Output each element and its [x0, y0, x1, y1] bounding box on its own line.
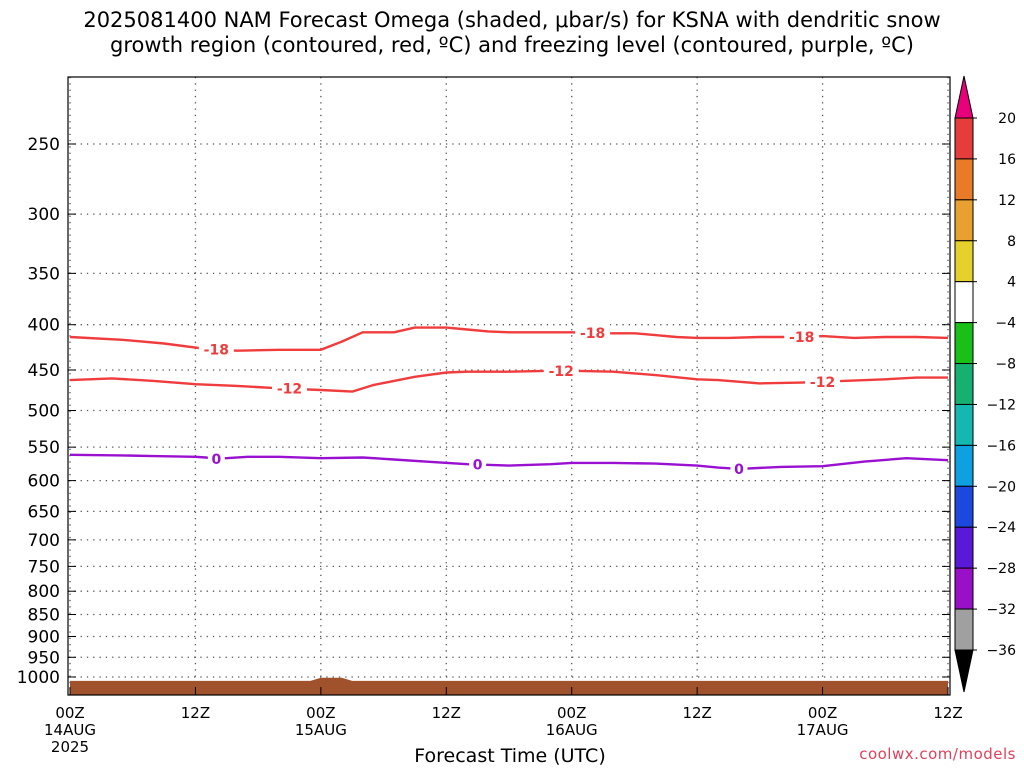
colorbar-swatch: [954, 444, 974, 487]
y-tick-label: 250: [28, 135, 60, 155]
x-tick-label: 00Z: [55, 704, 84, 722]
colorbar-swatch: [954, 526, 974, 569]
x-tick-label: 14AUG: [44, 721, 96, 739]
y-tick-label: 750: [28, 557, 60, 577]
x-tick-label: 12Z: [432, 704, 461, 722]
y-tick-label: 800: [28, 582, 60, 602]
colorbar-top-arrow: [954, 75, 974, 119]
y-tick-label: 1000: [17, 668, 60, 688]
colorbar-swatch: [954, 322, 974, 365]
x-tick-label: 12Z: [181, 704, 210, 722]
colorbar-label: −28: [986, 561, 1016, 577]
colorbar: 20 16 12 8 4 −4 −8 −12 −16 −20 −24 −28 −32 −36: [954, 75, 1016, 693]
x-tick-label: 17AUG: [797, 721, 849, 739]
contour-label-bg: [198, 340, 234, 357]
colorbar-label: −12: [986, 397, 1016, 413]
contour-label-bg: [784, 328, 820, 345]
colorbar-swatch: [954, 485, 974, 528]
y-tick-label: 850: [28, 606, 60, 626]
contour-label: -12: [810, 375, 835, 391]
y-tick-label: 650: [28, 502, 60, 522]
x-tick-label: 2025: [51, 738, 89, 756]
x-axis-title: Forecast Time (UTC): [414, 745, 606, 767]
x-tick-label: 00Z: [557, 704, 586, 722]
colorbar-label: −16: [986, 438, 1016, 454]
colorbar-label: −8: [995, 357, 1016, 373]
contour-label: 0: [211, 452, 221, 468]
contour-label-bg: [805, 372, 841, 389]
contour-line-0: [69, 453, 949, 471]
contour-label-bg: [207, 449, 225, 466]
colorbar-bottom-arrow: [954, 649, 974, 693]
y-tick-label: 350: [28, 264, 60, 284]
plot-frame: [67, 76, 951, 696]
contour-label-bg: [575, 323, 611, 340]
y-tick-label: 500: [28, 402, 60, 422]
colorbar-label: −32: [986, 602, 1016, 618]
x-tick-label: 16AUG: [546, 721, 598, 739]
colorbar-swatch: [954, 240, 974, 283]
contour-label-bg: [543, 361, 579, 378]
y-tick-label: 950: [28, 648, 60, 668]
colorbar-swatch: [954, 363, 974, 405]
contour-label: -12: [277, 382, 302, 398]
terrain-fill: [70, 677, 948, 695]
colorbar-swatch: [954, 158, 974, 201]
contour-label: -12: [549, 364, 574, 380]
colorbar-label: 12: [998, 193, 1016, 209]
x-tick-label: 15AUG: [295, 721, 347, 739]
colorbar-swatch: [954, 281, 974, 324]
y-tick-label: 300: [28, 205, 60, 225]
contour-label-bg: [469, 455, 487, 472]
colorbar-label: −36: [986, 643, 1016, 659]
y-tick-label: 600: [28, 472, 60, 492]
contour-label: -18: [789, 330, 814, 346]
contour-label: -18: [204, 343, 229, 359]
contour-label-bg: [730, 459, 748, 476]
colorbar-label: 16: [998, 152, 1016, 168]
chart-title-line-2: growth region (contoured, red, ºC) and f…: [110, 33, 914, 57]
y-tick-label: 450: [28, 361, 60, 381]
colorbar-swatch: [954, 199, 974, 242]
colorbar-swatch: [954, 567, 974, 610]
x-tick-label: 00Z: [808, 704, 837, 722]
colorbar-label: −20: [986, 479, 1016, 495]
contour-label: 0: [734, 462, 744, 478]
contour-label: -18: [580, 326, 605, 342]
site-credit: coolwx.com/models: [859, 745, 1016, 763]
colorbar-label: −4: [995, 316, 1016, 332]
x-tick-label: 12Z: [933, 704, 962, 722]
y-tick-label: 900: [28, 627, 60, 647]
x-tick-label: 12Z: [682, 704, 711, 722]
y-tick-label: 700: [28, 531, 60, 551]
colorbar-label: 20: [998, 111, 1016, 127]
y-tick-label: 400: [28, 316, 60, 336]
colorbar-swatch: [954, 117, 974, 160]
grid-lines: [68, 77, 950, 695]
series-lines: -18 -18 -18 -12 -12 -12 0 0 0: [69, 323, 949, 478]
x-tick-label: 00Z: [306, 704, 335, 722]
contour-label-bg: [272, 379, 307, 396]
colorbar-swatch: [954, 608, 974, 651]
contour-label: 0: [473, 458, 483, 474]
colorbar-label: 8: [1007, 234, 1016, 250]
contour-line--12: [69, 369, 948, 393]
y-axis-ticks: 2503003504004505005506006507007508008509…: [17, 135, 950, 688]
colorbar-label: 4: [1007, 275, 1016, 291]
terrain-surface: [70, 677, 948, 695]
chart-title-line-1: 2025081400 NAM Forecast Omega (shaded, μ…: [83, 8, 941, 32]
y-tick-label: 550: [28, 438, 60, 458]
colorbar-label: −24: [986, 520, 1016, 536]
colorbar-swatch: [954, 403, 974, 446]
